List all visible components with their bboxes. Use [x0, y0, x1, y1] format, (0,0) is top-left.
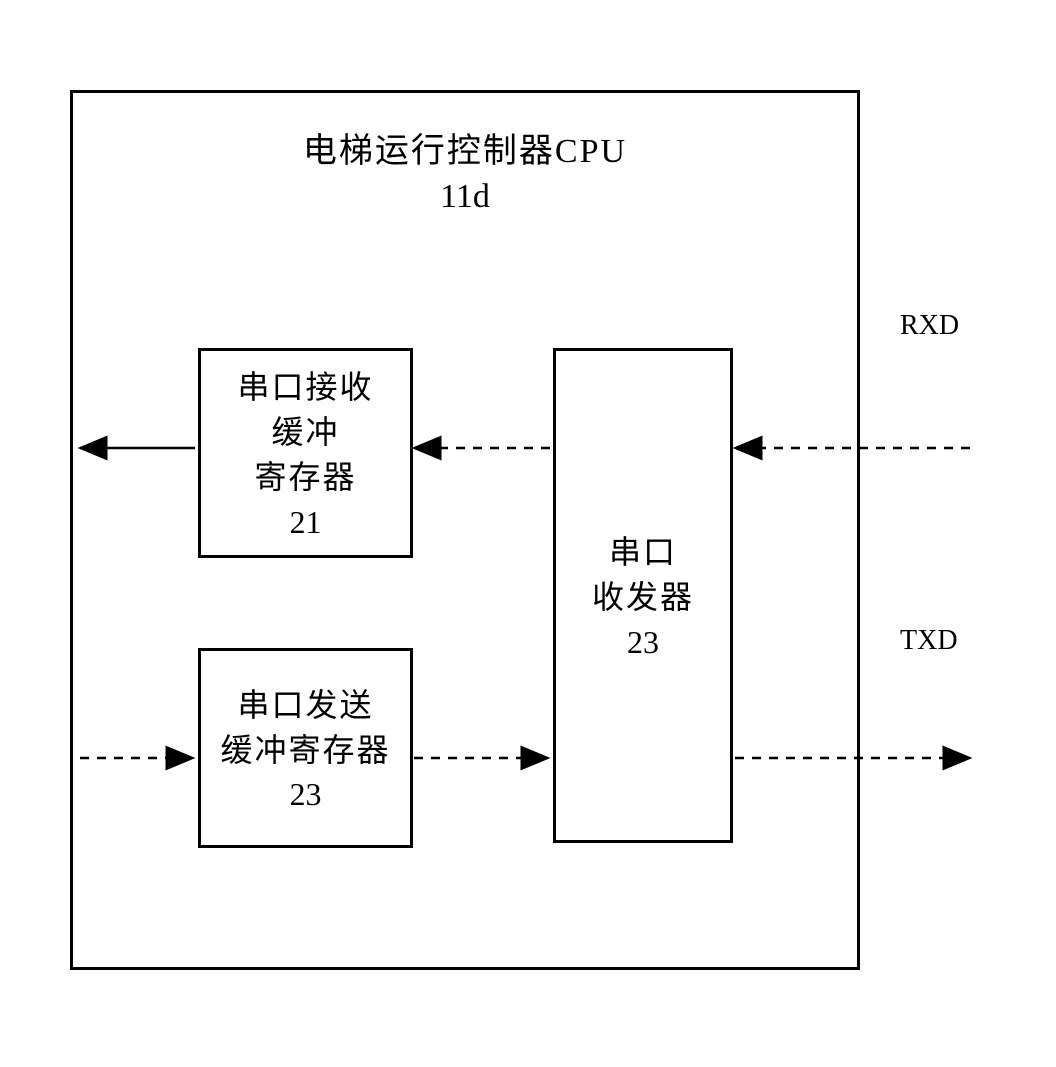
transceiver-number: 23	[627, 624, 659, 661]
tx-buffer-block: 串口发送 缓冲寄存器 23	[198, 648, 413, 848]
tx-buffer-label-1: 串口发送	[237, 683, 373, 728]
container-title: 电梯运行控制器CPU 11d	[73, 123, 857, 216]
transceiver-label-2: 收发器	[592, 575, 694, 620]
transceiver-block: 串口 收发器 23	[553, 348, 733, 843]
rx-buffer-block: 串口接收 缓冲 寄存器 21	[198, 348, 413, 558]
title-id: 11d	[73, 178, 857, 216]
rx-buffer-number: 21	[290, 504, 322, 541]
cpu-container: 电梯运行控制器CPU 11d 串口接收 缓冲 寄存器 21 串口发送 缓冲寄存器…	[70, 90, 860, 970]
rx-buffer-label-3: 寄存器	[254, 455, 356, 500]
rxd-label: RXD	[900, 310, 959, 342]
txd-label: TXD	[900, 625, 958, 657]
rx-buffer-label-2: 缓冲	[271, 410, 339, 455]
rx-buffer-label-1: 串口接收	[237, 365, 373, 410]
tx-buffer-number: 23	[290, 776, 322, 813]
transceiver-label-1: 串口	[609, 530, 677, 575]
title-text: 电梯运行控制器CPU	[73, 123, 857, 172]
tx-buffer-label-2: 缓冲寄存器	[220, 728, 390, 773]
